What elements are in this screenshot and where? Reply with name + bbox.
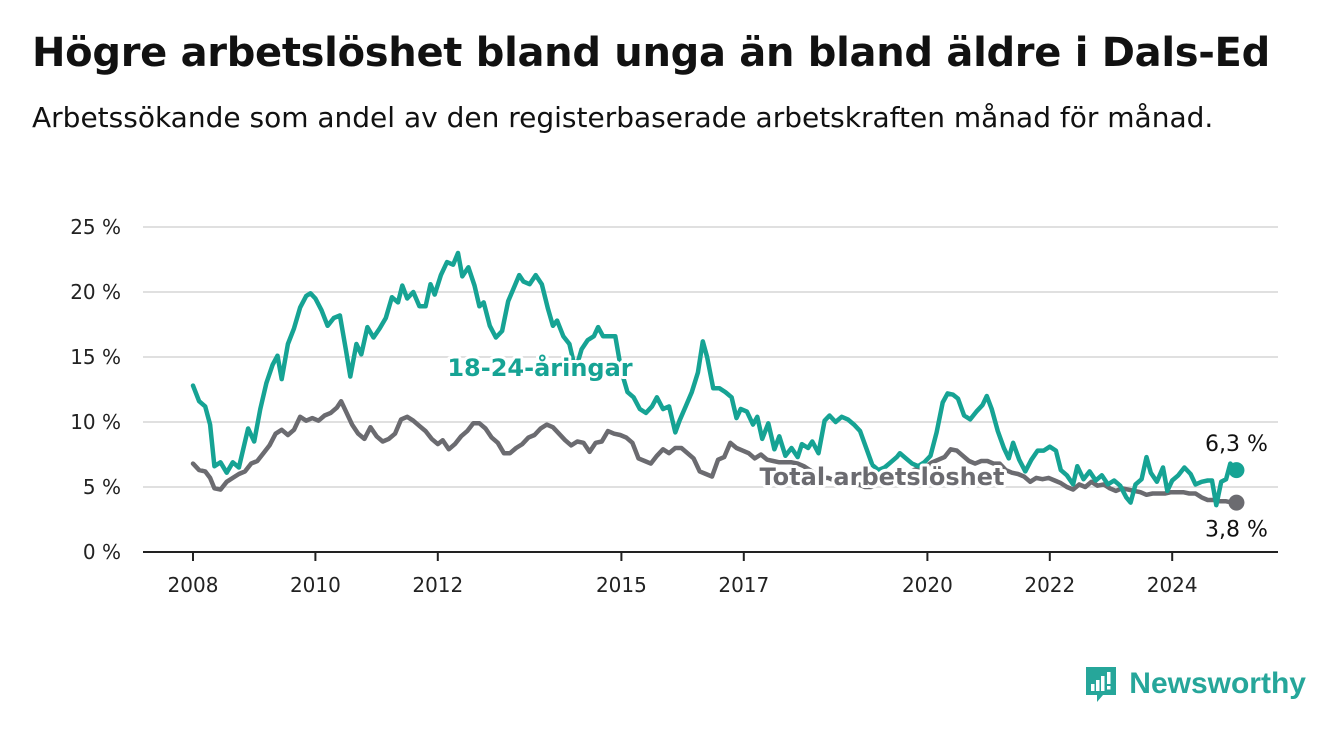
y-tick-label: 5 % <box>83 475 121 499</box>
series-label-total: Total arbetslöshet <box>759 463 1004 491</box>
series-label-youth: 18-24-åringar <box>447 353 632 382</box>
end-label-youth: 6,3 % <box>1205 432 1268 457</box>
x-tick-label: 2020 <box>902 573 953 597</box>
x-tick-label: 2024 <box>1147 573 1198 597</box>
x-tick-label: 2022 <box>1024 573 1075 597</box>
x-tick-label: 2008 <box>168 573 219 597</box>
end-label-total: 3,8 % <box>1205 518 1268 543</box>
brand-logo: Newsworthy <box>1083 664 1306 704</box>
y-tick-label: 0 % <box>83 540 121 564</box>
y-tick-label: 15 % <box>70 345 121 369</box>
x-tick-label: 2015 <box>596 573 647 597</box>
series-line-total <box>190 398 1239 505</box>
end-dot-total <box>1228 494 1245 511</box>
y-tick-label: 25 % <box>70 215 121 239</box>
x-tick-label: 2010 <box>290 573 341 597</box>
chart-title: Högre arbetslöshet bland unga än bland ä… <box>32 30 1270 76</box>
chart-subtitle: Arbetssökande som andel av den registerb… <box>32 101 1214 134</box>
newsworthy-icon <box>1086 667 1117 702</box>
y-tick-label: 20 % <box>70 280 121 304</box>
x-tick-label: 2012 <box>412 573 463 597</box>
x-tick-label: 2017 <box>718 573 769 597</box>
brand-name: Newsworthy <box>1129 667 1306 700</box>
end-dot-youth <box>1228 462 1245 479</box>
series-line-youth <box>190 250 1239 508</box>
y-tick-label: 10 % <box>70 410 121 434</box>
